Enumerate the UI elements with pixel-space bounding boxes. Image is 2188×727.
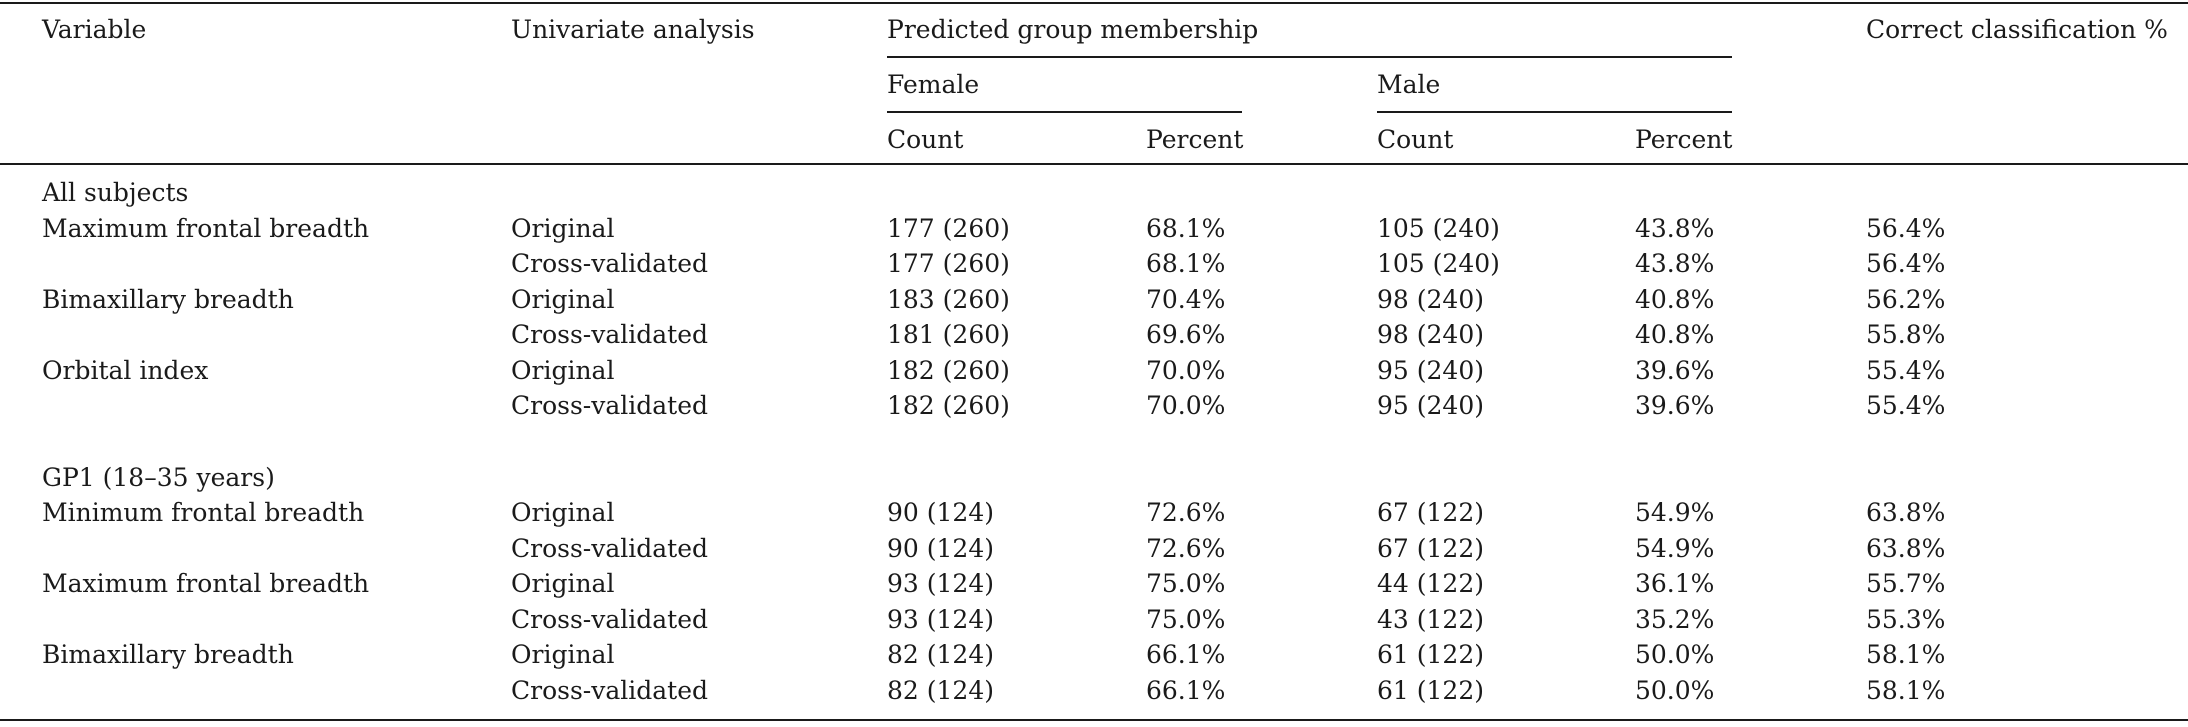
row-analysis: Cross-validated [511,534,709,563]
header-female: Female [887,70,980,99]
header-female-percent: Percent [1146,125,1244,154]
row-female-count: 93 (124) [887,605,994,634]
row-male-count: 61 (122) [1377,640,1484,669]
header-variable: Variable [42,15,147,44]
predicted-underline [887,56,1732,58]
row-female-count: 177 (260) [887,214,1010,243]
row-female-percent: 70.0% [1146,391,1226,420]
row-male-percent: 36.1% [1635,569,1715,598]
row-female-percent: 72.6% [1146,498,1226,527]
row-female-percent: 68.1% [1146,249,1226,278]
row-female-count: 183 (260) [887,285,1010,314]
row-correct: 56.4% [1866,249,1946,278]
row-male-percent: 40.8% [1635,285,1715,314]
row-male-percent: 50.0% [1635,676,1715,705]
row-correct: 58.1% [1866,676,1946,705]
header-bottom-rule [0,163,2188,165]
row-female-percent: 69.6% [1146,320,1226,349]
row-variable: Orbital index [42,356,209,385]
row-analysis: Original [511,569,615,598]
row-female-count: 82 (124) [887,640,994,669]
row-variable: Maximum frontal breadth [42,569,370,598]
row-female-count: 90 (124) [887,534,994,563]
row-male-percent: 54.9% [1635,534,1715,563]
row-male-count: 67 (122) [1377,534,1484,563]
row-male-count: 95 (240) [1377,356,1484,385]
row-male-count: 95 (240) [1377,391,1484,420]
header-univariate-analysis: Univariate analysis [511,15,755,44]
row-correct: 63.8% [1866,498,1946,527]
row-male-count: 44 (122) [1377,569,1484,598]
row-female-count: 181 (260) [887,320,1010,349]
row-male-count: 105 (240) [1377,214,1500,243]
row-male-percent: 39.6% [1635,356,1715,385]
row-male-percent: 43.8% [1635,249,1715,278]
row-female-count: 182 (260) [887,391,1010,420]
row-correct: 63.8% [1866,534,1946,563]
row-variable: Bimaxillary breadth [42,285,294,314]
row-male-count: 67 (122) [1377,498,1484,527]
female-underline [887,111,1242,113]
row-analysis: Original [511,285,615,314]
header-female-count: Count [887,125,964,154]
row-variable: Minimum frontal breadth [42,498,365,527]
row-male-percent: 35.2% [1635,605,1715,634]
row-female-percent: 68.1% [1146,214,1226,243]
row-male-percent: 50.0% [1635,640,1715,669]
row-correct: 55.7% [1866,569,1946,598]
row-correct: 56.2% [1866,285,1946,314]
row-female-percent: 70.0% [1146,356,1226,385]
row-male-count: 98 (240) [1377,285,1484,314]
row-female-count: 93 (124) [887,569,994,598]
row-analysis: Cross-validated [511,391,709,420]
row-female-count: 177 (260) [887,249,1010,278]
row-male-count: 43 (122) [1377,605,1484,634]
header-male-percent: Percent [1635,125,1733,154]
row-analysis: Cross-validated [511,249,709,278]
row-female-count: 182 (260) [887,356,1010,385]
row-male-count: 105 (240) [1377,249,1500,278]
row-analysis: Cross-validated [511,320,709,349]
row-correct: 56.4% [1866,214,1946,243]
row-male-percent: 43.8% [1635,214,1715,243]
row-male-count: 98 (240) [1377,320,1484,349]
top-rule [0,2,2188,4]
row-male-percent: 40.8% [1635,320,1715,349]
header-predicted-group-membership: Predicted group membership [887,15,1259,44]
bottom-rule [0,719,2188,721]
row-correct: 55.3% [1866,605,1946,634]
row-male-percent: 39.6% [1635,391,1715,420]
header-male-count: Count [1377,125,1454,154]
row-correct: 55.8% [1866,320,1946,349]
row-correct: 55.4% [1866,391,1946,420]
section-title: GP1 (18–35 years) [42,463,275,492]
row-female-count: 90 (124) [887,498,994,527]
row-correct: 55.4% [1866,356,1946,385]
row-female-percent: 72.6% [1146,534,1226,563]
row-analysis: Original [511,214,615,243]
row-analysis: Cross-validated [511,676,709,705]
row-variable: Maximum frontal breadth [42,214,370,243]
row-variable: Bimaxillary breadth [42,640,294,669]
row-female-percent: 66.1% [1146,640,1226,669]
male-underline [1377,111,1732,113]
section-title: All subjects [42,178,189,207]
row-female-percent: 75.0% [1146,605,1226,634]
row-female-percent: 70.4% [1146,285,1226,314]
row-female-count: 82 (124) [887,676,994,705]
header-correct-classification: Correct classification % [1866,15,2168,44]
row-analysis: Cross-validated [511,605,709,634]
row-male-percent: 54.9% [1635,498,1715,527]
row-analysis: Original [511,498,615,527]
row-analysis: Original [511,356,615,385]
row-analysis: Original [511,640,615,669]
header-male: Male [1377,70,1441,99]
row-female-percent: 75.0% [1146,569,1226,598]
row-female-percent: 66.1% [1146,676,1226,705]
row-correct: 58.1% [1866,640,1946,669]
row-male-count: 61 (122) [1377,676,1484,705]
